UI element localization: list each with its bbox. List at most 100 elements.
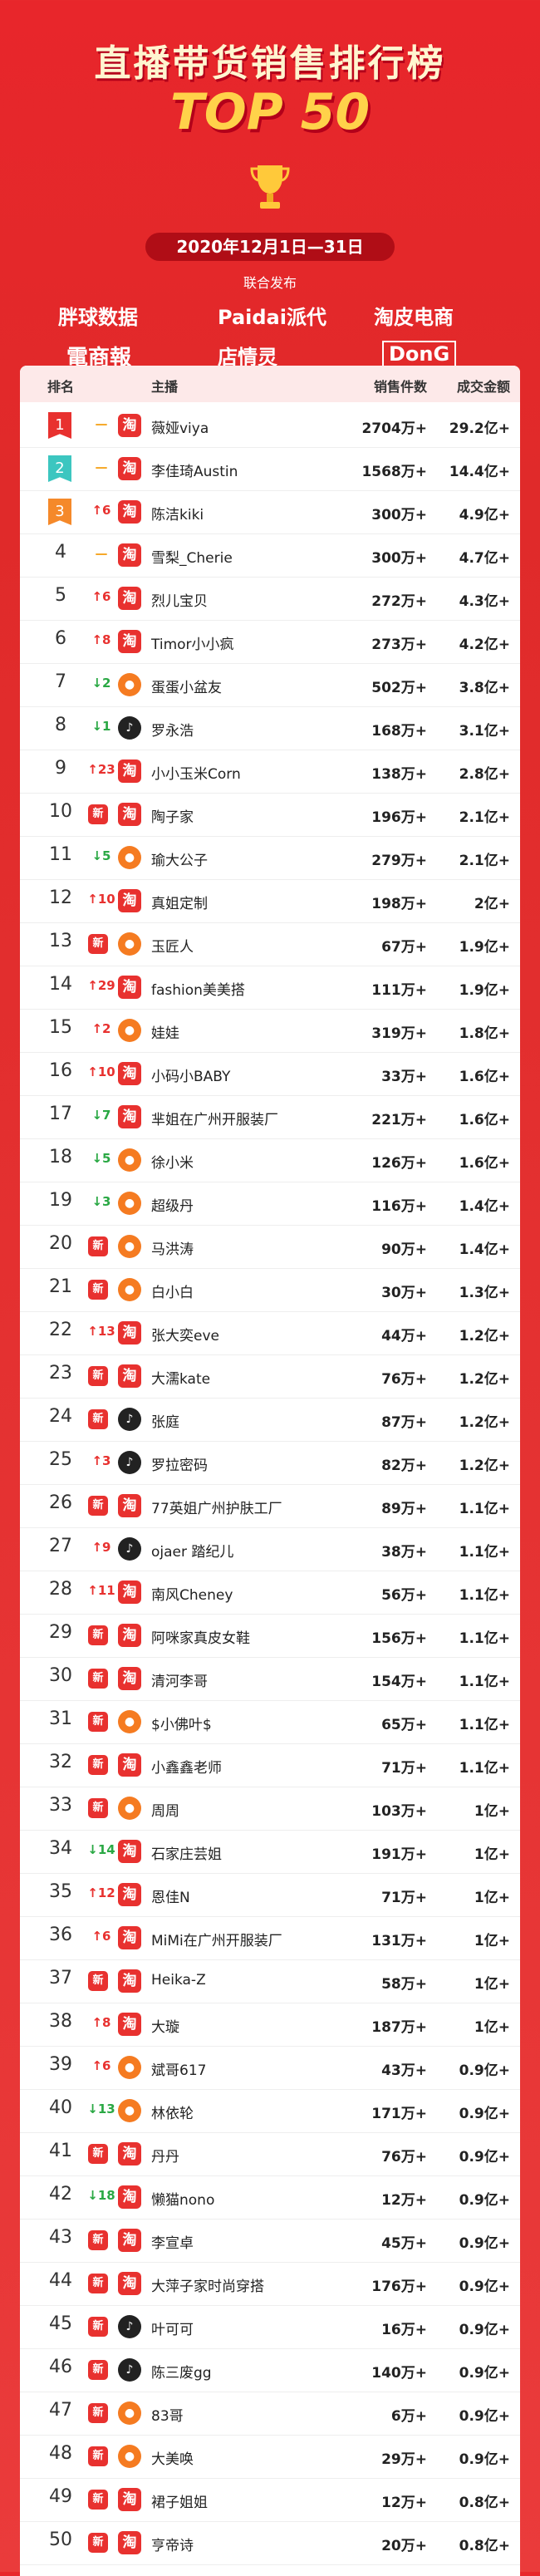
rank-change: 新: [88, 1755, 108, 1775]
table-row: 3 ↑6 淘陈洁kiki 300万+ 4.9亿+: [20, 490, 520, 534]
sales-amount: 1亿+: [474, 1803, 510, 1820]
rank: 17: [49, 1104, 72, 1124]
platform-icon: 淘: [118, 543, 141, 567]
sales-count: 171万+: [371, 2106, 427, 2122]
platform-icon: 淘: [118, 1105, 141, 1128]
sales-count: 76万+: [381, 1371, 427, 1388]
sales-amount: 1.9亿+: [459, 939, 510, 956]
rank-change: ↓2: [91, 676, 111, 691]
sales-amount: 0.9亿+: [459, 2365, 510, 2382]
sales-count: 2704万+: [361, 420, 427, 437]
anchor-name: 大萍子家时尚穿搭: [151, 2279, 264, 2295]
anchor-name: 懒猫nono: [151, 2192, 215, 2209]
logo: 店情灵: [218, 346, 277, 369]
table-row: 25 ↑3 ♪ 罗拉密码 82万+ 1.2亿+: [20, 1441, 520, 1485]
rank: 1: [48, 412, 71, 439]
platform-icon: ●: [118, 1019, 141, 1042]
table-row: 18 ↓5 ● 徐小米 126万+ 1.6亿+: [20, 1138, 520, 1182]
rank: 9: [55, 758, 66, 779]
rank-change: ↑6: [91, 589, 111, 604]
platform-icon: 淘: [118, 976, 141, 999]
sales-amount: 0.9亿+: [459, 2451, 510, 2468]
sales-amount: 0.9亿+: [459, 2149, 510, 2166]
anchor-name: fashion美美搭: [151, 982, 245, 999]
anchor-name: 石家庄芸姐: [151, 1846, 222, 1863]
table-row: 22 ↑13 淘张大奕eve 44万+ 1.2亿+: [20, 1311, 520, 1355]
sales-amount: 1.1亿+: [459, 1544, 510, 1561]
rank: 26: [49, 1492, 72, 1513]
sales-count: 58万+: [381, 1976, 427, 1993]
subtitle: TOP 50: [169, 83, 371, 141]
rank-change: ↓3: [91, 1194, 111, 1209]
anchor-name: 阿咪家真皮女鞋: [151, 1630, 250, 1647]
anchor-name: $小佛叶$: [151, 1717, 212, 1733]
platform-icon: 淘: [118, 803, 141, 826]
platform-icon: ●: [118, 2445, 141, 2468]
sales-amount: 0.9亿+: [459, 2235, 510, 2252]
sales-count: 12万+: [381, 2495, 427, 2511]
anchor-name: 小鑫鑫老师: [151, 1760, 222, 1777]
platform-icon: 淘: [118, 630, 141, 653]
rank-change: 新: [88, 2490, 108, 2510]
rank: 21: [49, 1276, 72, 1297]
rank-change: 新: [88, 1971, 108, 1991]
sales-count: 187万+: [371, 2019, 427, 2036]
table-row: 39 ↑6 ● 斌哥617 43万+ 0.9亿+: [20, 2046, 520, 2090]
platform-icon: 淘: [118, 1581, 141, 1604]
sales-amount: 2.1亿+: [459, 853, 510, 869]
table-row: 7 ↓2 ● 蛋蛋小盆友 502万+ 3.8亿+: [20, 663, 520, 707]
sales-amount: 29.2亿+: [449, 420, 510, 437]
rank: 33: [49, 1795, 72, 1816]
column-header: 销售件数: [373, 379, 427, 395]
sales-amount: 1.2亿+: [459, 1414, 510, 1431]
sales-amount: 1亿+: [474, 1933, 510, 1949]
table-row: 49 新淘裙子姐姐 12万+ 0.8亿+: [20, 2478, 520, 2522]
anchor-name: 罗永浩: [151, 723, 194, 740]
platform-icon: 淘: [118, 457, 141, 480]
rank: 25: [49, 1449, 72, 1470]
sales-amount: 3.1亿+: [459, 723, 510, 740]
rank-change: ↑23: [87, 762, 115, 777]
platform-icon: ♪: [118, 1451, 141, 1474]
rank-change: 新: [88, 1409, 108, 1429]
sales-count: 16万+: [381, 2322, 427, 2338]
rank: 14: [49, 974, 72, 995]
anchor-name: 小码小BABY: [151, 1069, 231, 1085]
table-panel: [20, 366, 520, 2576]
platform-icon: 淘: [118, 1364, 141, 1388]
rank-change: ↑8: [91, 2015, 111, 2030]
rank: 43: [49, 2227, 72, 2248]
sales-count: 89万+: [381, 1501, 427, 1517]
sales-count: 1568万+: [361, 464, 427, 480]
anchor-name: 83哥: [151, 2408, 184, 2425]
sales-count: 138万+: [371, 766, 427, 783]
platform-icon: 淘: [118, 2488, 141, 2511]
rank: 5: [55, 585, 66, 606]
table-row: 4 — 淘雪梨_Cherie 300万+ 4.7亿+: [20, 533, 520, 578]
sales-count: 176万+: [371, 2279, 427, 2295]
platform-icon: 淘: [118, 1969, 141, 1993]
rank: 32: [49, 1752, 72, 1772]
rank-change: ↓13: [87, 2102, 115, 2116]
rank-change: 新: [88, 934, 108, 954]
platform-icon: ●: [118, 2401, 141, 2425]
table-row: 9 ↑23 淘小小玉米Corn 138万+ 2.8亿+: [20, 750, 520, 794]
anchor-name: 李佳琦Austin: [151, 464, 238, 480]
table-row: 13 新 ● 玉匠人 67万+ 1.9亿+: [20, 922, 520, 966]
anchor-name: MiMi在广州开服装厂: [151, 1933, 282, 1949]
sales-amount: 1亿+: [474, 1890, 510, 1906]
sales-amount: 3.8亿+: [459, 680, 510, 696]
sales-amount: 2亿+: [474, 896, 510, 912]
anchor-name: 罗拉密码: [151, 1458, 208, 1474]
table-row: 20 新 ● 马洪涛 90万+ 1.4亿+: [20, 1225, 520, 1269]
table-row: 23 新淘大濡kate 76万+ 1.2亿+: [20, 1354, 520, 1399]
table-row: 37 新淘 Heika-Z 58万+ 1亿+: [20, 1959, 520, 2003]
platform-icon: ●: [118, 846, 141, 869]
column-header: 排名: [47, 379, 74, 395]
rank-change: ↓14: [87, 1842, 115, 1857]
sales-amount: 1.2亿+: [459, 1328, 510, 1345]
anchor-name: Timor小小疯: [151, 637, 234, 653]
anchor-name: 丹丹: [151, 2149, 179, 2166]
sales-count: 82万+: [381, 1458, 427, 1474]
rank: 31: [49, 1708, 72, 1729]
